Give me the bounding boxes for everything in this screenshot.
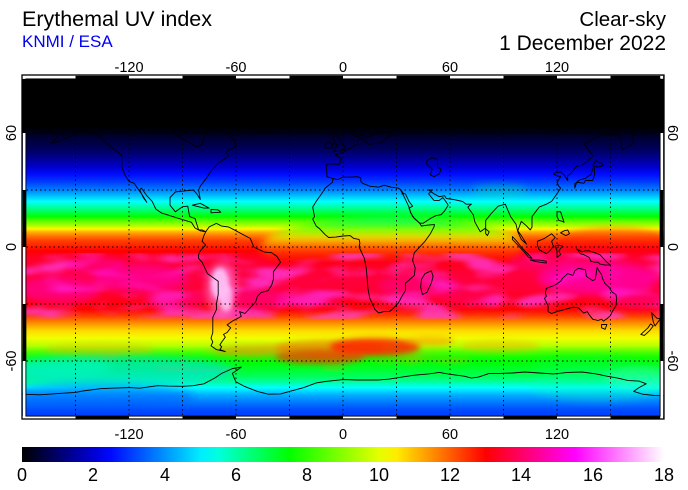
svg-text:2: 2 — [88, 465, 98, 485]
svg-text:0: 0 — [4, 243, 20, 251]
svg-text:16: 16 — [583, 465, 603, 485]
svg-text:Erythemal UV index: Erythemal UV index — [22, 7, 212, 31]
svg-text:6: 6 — [231, 465, 241, 485]
svg-text:12: 12 — [440, 465, 460, 485]
svg-text:-120: -120 — [114, 427, 143, 443]
svg-text:0: 0 — [339, 60, 347, 76]
svg-text:120: 120 — [545, 427, 569, 443]
svg-text:1 December 2022: 1 December 2022 — [499, 32, 666, 55]
svg-text:60: 60 — [4, 125, 20, 141]
svg-text:4: 4 — [160, 465, 170, 485]
svg-text:KNMI / ESA: KNMI / ESA — [22, 32, 113, 51]
svg-text:-60: -60 — [4, 351, 20, 372]
svg-text:8: 8 — [302, 465, 312, 485]
svg-text:-60: -60 — [226, 427, 247, 443]
svg-text:Clear-sky: Clear-sky — [579, 8, 666, 31]
svg-text:-60: -60 — [664, 351, 680, 372]
svg-text:60: 60 — [664, 125, 680, 141]
svg-text:0: 0 — [17, 465, 27, 485]
svg-text:18: 18 — [654, 465, 674, 485]
svg-text:14: 14 — [511, 465, 531, 485]
svg-text:-60: -60 — [226, 60, 247, 76]
svg-text:-120: -120 — [114, 60, 143, 76]
svg-text:10: 10 — [369, 465, 389, 485]
svg-text:0: 0 — [339, 427, 347, 443]
svg-text:60: 60 — [442, 427, 458, 443]
svg-text:60: 60 — [442, 60, 458, 76]
svg-text:0: 0 — [664, 243, 680, 251]
svg-text:120: 120 — [545, 60, 569, 76]
